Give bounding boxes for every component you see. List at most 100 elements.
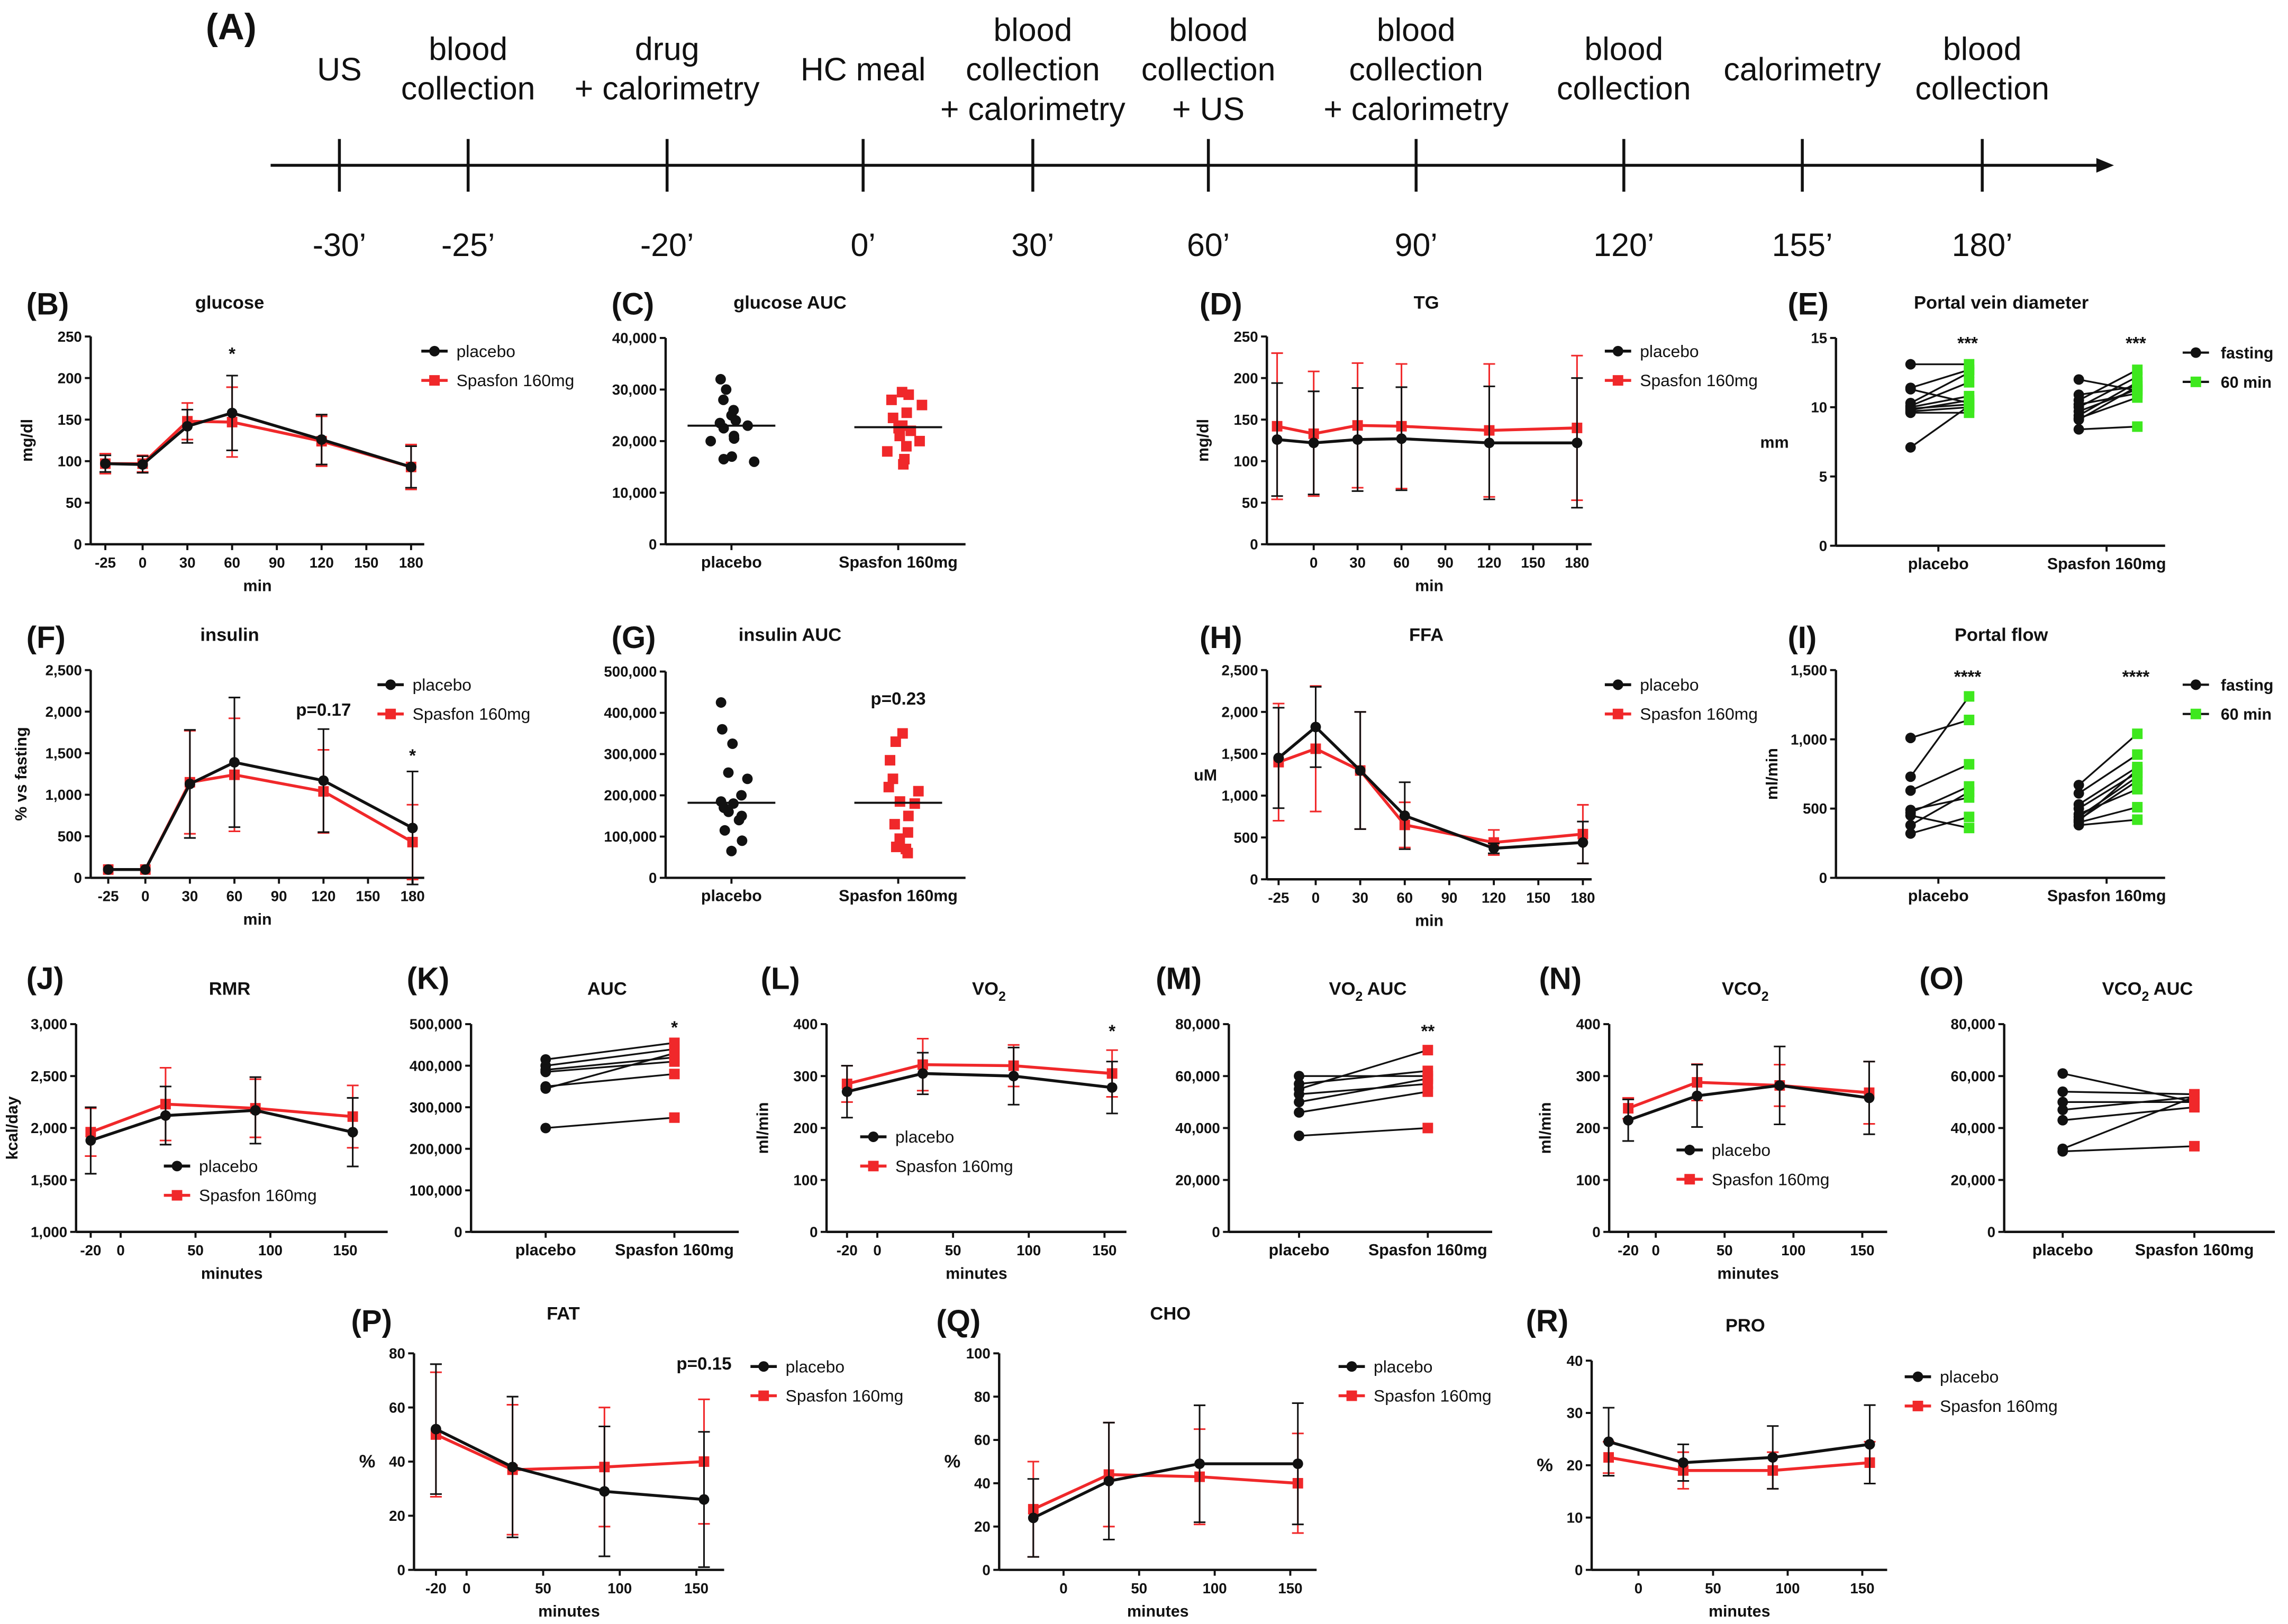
- y-tick-label: 1,000: [1221, 788, 1258, 804]
- dot-group: [855, 728, 942, 859]
- x-tick-label: 150: [1521, 554, 1545, 571]
- y-tick-label: 0: [1250, 871, 1258, 888]
- min60-point: [1964, 787, 1974, 797]
- data-point: [1272, 434, 1283, 445]
- placebo-point: [2057, 1068, 2068, 1079]
- data-point: [889, 819, 900, 829]
- data-point: [885, 755, 895, 765]
- y-axis-label: %: [359, 1452, 376, 1472]
- category-label: placebo: [1269, 1241, 1330, 1259]
- data-point: [1678, 1457, 1688, 1468]
- x-tick-label: 120: [1477, 554, 1501, 571]
- series-spasfon: [430, 1372, 710, 1535]
- series-placebo: [841, 1047, 1118, 1118]
- dot-group: [687, 697, 775, 856]
- y-tick-label: 300,000: [410, 1099, 462, 1116]
- arrow-icon: [2096, 158, 2114, 173]
- y-tick-label: 50: [1242, 495, 1258, 511]
- y-tick-label: 0: [1592, 1224, 1600, 1240]
- event-time: 155’: [1772, 227, 1833, 263]
- legend-label: placebo: [1640, 675, 1699, 694]
- series-line: [436, 1435, 704, 1470]
- category-label: Spasfon 160mg: [2047, 555, 2166, 573]
- title-text: glucose AUC: [733, 293, 847, 313]
- legend-label: Spasfon 160mg: [786, 1386, 904, 1406]
- legend-label: placebo: [1374, 1357, 1432, 1376]
- y-tick-label: 2,500: [31, 1068, 67, 1084]
- panel-g: (G) insulin AUC0100,000200,000300,000400,…: [604, 621, 965, 905]
- y-tick-label: 100,000: [410, 1182, 462, 1199]
- fasting-point: [2074, 414, 2084, 425]
- placebo-point: [1294, 1107, 1304, 1118]
- panel-e: (E) Portal vein diameter051015mmplacebo Sp…: [1760, 287, 2274, 573]
- legend-marker: [1347, 1361, 1357, 1372]
- panel-title: VO2: [972, 979, 1006, 1004]
- paired-group: [2074, 364, 2142, 434]
- data-point: [717, 724, 728, 735]
- data-point: [407, 823, 418, 833]
- fasting-point: [1905, 407, 1916, 418]
- y-tick-label: 80,000: [1951, 1016, 1996, 1033]
- y-axis-label: kcal/day: [3, 1096, 21, 1160]
- series-spasfon: [1273, 686, 1588, 863]
- paired-group: [2074, 728, 2142, 831]
- legend-marker: [172, 1190, 183, 1201]
- y-tick-label: 250: [1234, 329, 1258, 345]
- data-point: [1692, 1091, 1702, 1101]
- x-tick-label: -20: [1618, 1242, 1639, 1258]
- panel-letter: (M): [1156, 962, 1202, 996]
- category-label: placebo: [701, 553, 762, 571]
- panel-title: FAT: [547, 1304, 580, 1324]
- y-tick-label: 2,000: [46, 704, 82, 720]
- category-label: Spasfon 160mg: [2047, 887, 2166, 905]
- data-point: [902, 848, 913, 859]
- annotation: p=0.15: [676, 1354, 731, 1374]
- legend-label: Spasfon 160mg: [199, 1186, 317, 1205]
- series-line: [1628, 1082, 1869, 1108]
- fasting-point: [2074, 816, 2084, 826]
- panel-title: insulin: [200, 625, 259, 645]
- panel-title: FFA: [1409, 625, 1443, 645]
- y-tick-label: 100,000: [604, 828, 657, 845]
- legend-label: 60 min: [2221, 373, 2272, 391]
- data-point: [882, 446, 893, 457]
- x-tick-label: 0: [139, 554, 147, 571]
- y-tick-label: 300: [793, 1068, 818, 1084]
- min60-point: [2132, 749, 2142, 760]
- placebo-point: [540, 1066, 551, 1077]
- y-tick-label: 60,000: [1175, 1068, 1220, 1084]
- event-label: + calorimetry: [940, 91, 1125, 127]
- legend-marker: [1613, 375, 1623, 386]
- panel-title: VCO2 AUC: [2102, 979, 2193, 1004]
- x-axis-label: minutes: [538, 1602, 600, 1620]
- y-tick-label: 0: [397, 1562, 405, 1578]
- spasfon-point: [1422, 1045, 1433, 1055]
- series-placebo: [1272, 378, 1583, 508]
- data-point: [1400, 810, 1410, 821]
- x-tick-label: 100: [1016, 1242, 1041, 1258]
- legend-marker: [1347, 1391, 1357, 1401]
- spasfon-point: [669, 1069, 680, 1079]
- min60-point: [1964, 377, 1974, 388]
- event-label: collection: [1915, 70, 2049, 106]
- panel-b: (B) glucose050100150200250mg/dl-25 0 30 60 90…: [18, 287, 574, 595]
- data-point: [406, 462, 416, 472]
- y-tick-label: 200: [58, 370, 82, 386]
- fasting-point: [1905, 786, 1916, 796]
- data-point: [1623, 1115, 1633, 1126]
- x-tick-label: 180: [401, 888, 425, 905]
- x-axis-label: minutes: [1709, 1602, 1771, 1620]
- data-point: [916, 400, 927, 410]
- min60-point: [2132, 815, 2142, 825]
- spasfon-point: [2189, 1141, 2200, 1152]
- pair-line: [1911, 696, 1969, 777]
- y-axis-label: mm: [1760, 433, 1789, 451]
- title-text: Portal vein diameter: [1914, 293, 2089, 313]
- x-tick-label: 0: [1651, 1242, 1659, 1258]
- fasting-point: [1905, 810, 1916, 821]
- min60-point: [2132, 775, 2142, 786]
- y-tick-label: 400: [1576, 1016, 1600, 1033]
- y-tick-label: 1,000: [31, 1224, 67, 1240]
- y-tick-label: 40,000: [612, 330, 657, 346]
- x-axis-label: min: [1415, 577, 1443, 595]
